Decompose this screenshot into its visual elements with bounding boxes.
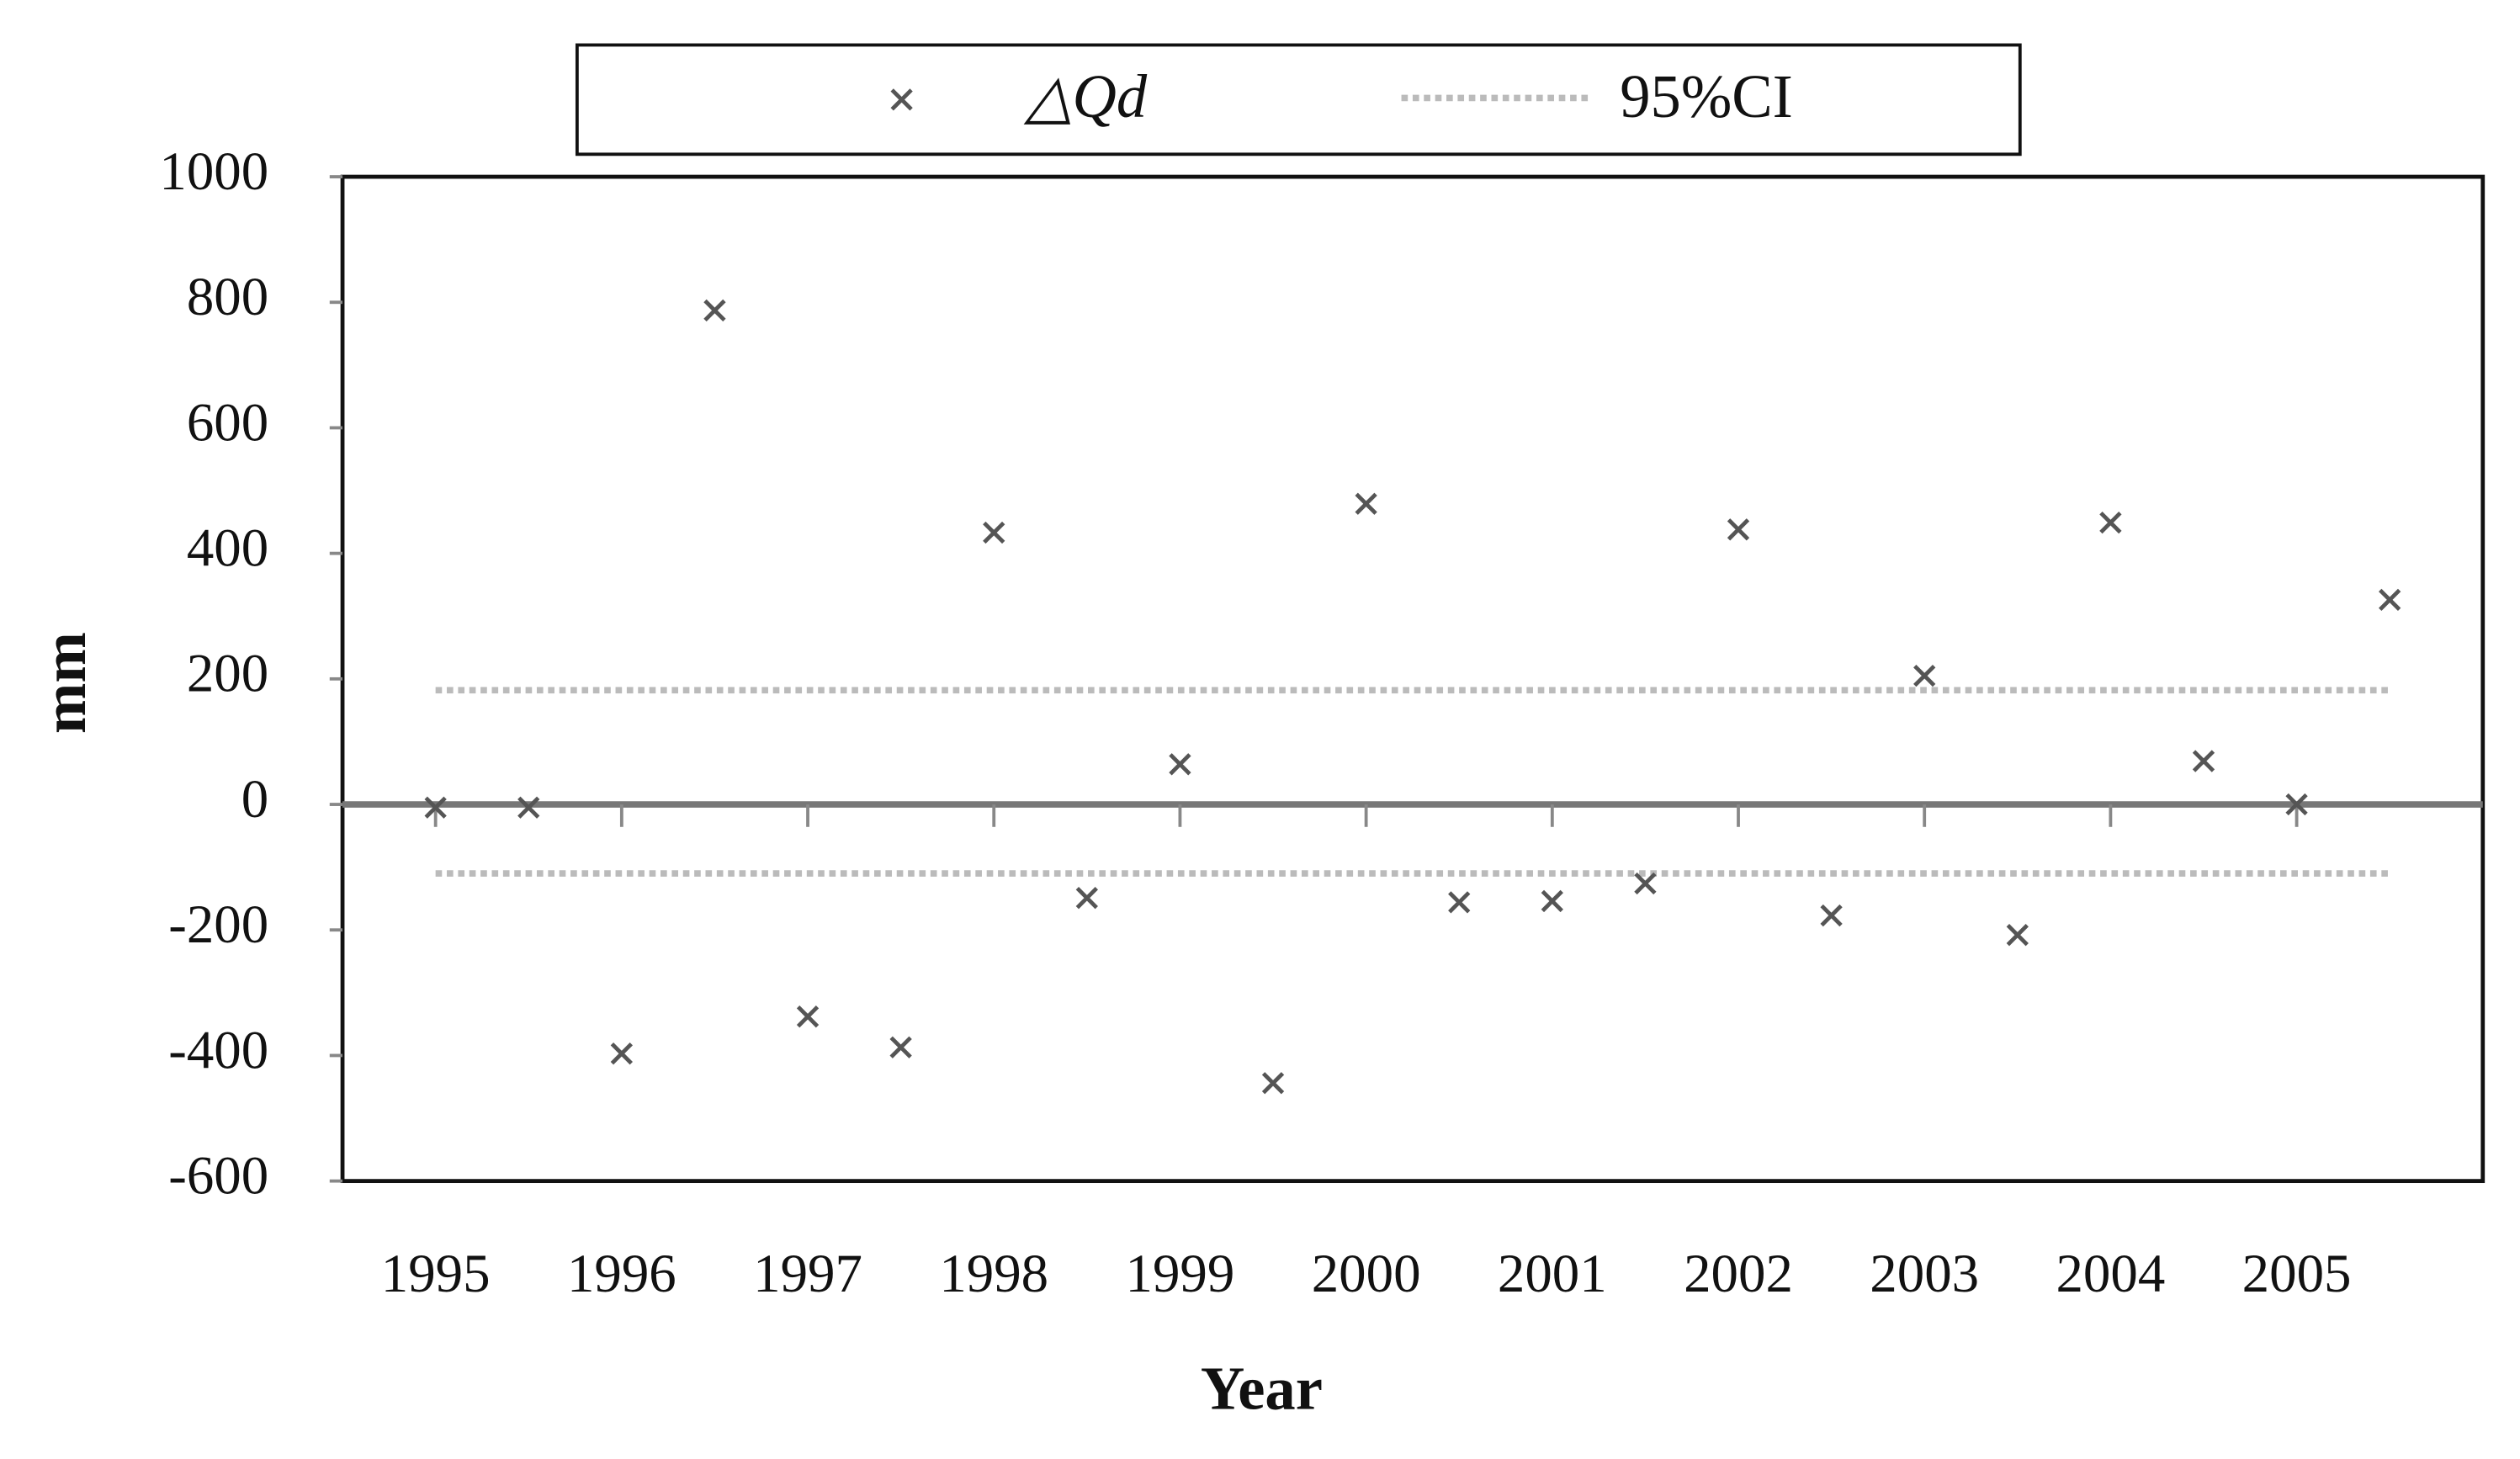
x-tick-label: 2001 — [1498, 1244, 1607, 1304]
x-tick-label: 1996 — [567, 1244, 676, 1304]
y-tick-label: 0 — [241, 769, 268, 830]
x-axis-label: Year — [1201, 1354, 1323, 1422]
legend-box — [575, 43, 2022, 157]
y-tick-label: 600 — [187, 392, 268, 453]
x-tick-label: 2002 — [1684, 1244, 1793, 1304]
data-point — [2192, 750, 2215, 772]
data-point — [2099, 511, 2122, 534]
data-point — [889, 1036, 912, 1058]
x-tick-label: 1997 — [753, 1244, 862, 1304]
x-tick-label: 1995 — [381, 1244, 491, 1304]
x-tick-label: 2005 — [2242, 1244, 2352, 1304]
y-tick-label: -400 — [168, 1020, 268, 1080]
data-point — [1261, 1072, 1285, 1095]
legend-label: △Qd — [1023, 62, 1148, 130]
y-tick-label: 800 — [187, 267, 268, 327]
data-point — [424, 796, 447, 819]
data-point — [983, 521, 1005, 544]
y-tick-label: -200 — [168, 894, 268, 955]
data-point — [1169, 753, 1191, 776]
x-tick-label: 1999 — [1126, 1244, 1235, 1304]
data-point — [1913, 664, 1936, 687]
y-axis-label: mm — [30, 632, 98, 734]
x-tick-label: 2004 — [2056, 1244, 2165, 1304]
legend-marker — [890, 88, 913, 111]
legend-label: 95%CI — [1620, 62, 1793, 130]
y-tick-label: 400 — [187, 518, 268, 579]
data-point — [1355, 492, 1377, 515]
data-point — [1448, 891, 1471, 914]
data-point — [1634, 872, 1657, 895]
data-point — [796, 1005, 820, 1028]
data-point — [1820, 904, 1843, 927]
data-point — [2379, 588, 2401, 611]
data-point — [703, 299, 726, 322]
data-point — [1075, 887, 1098, 910]
x-tick-label: 2000 — [1312, 1244, 1421, 1304]
data-point — [517, 796, 540, 819]
data-point — [1541, 889, 1563, 913]
x-tick-label: 2003 — [1870, 1244, 1979, 1304]
y-tick-label: 1000 — [159, 141, 268, 202]
data-point — [610, 1043, 634, 1065]
data-point — [2006, 924, 2029, 947]
x-tick-label: 1998 — [939, 1244, 1048, 1304]
y-tick-label: -600 — [168, 1146, 268, 1207]
data-point — [2285, 793, 2308, 816]
data-point — [1727, 518, 1750, 541]
y-tick-label: 200 — [187, 644, 268, 704]
